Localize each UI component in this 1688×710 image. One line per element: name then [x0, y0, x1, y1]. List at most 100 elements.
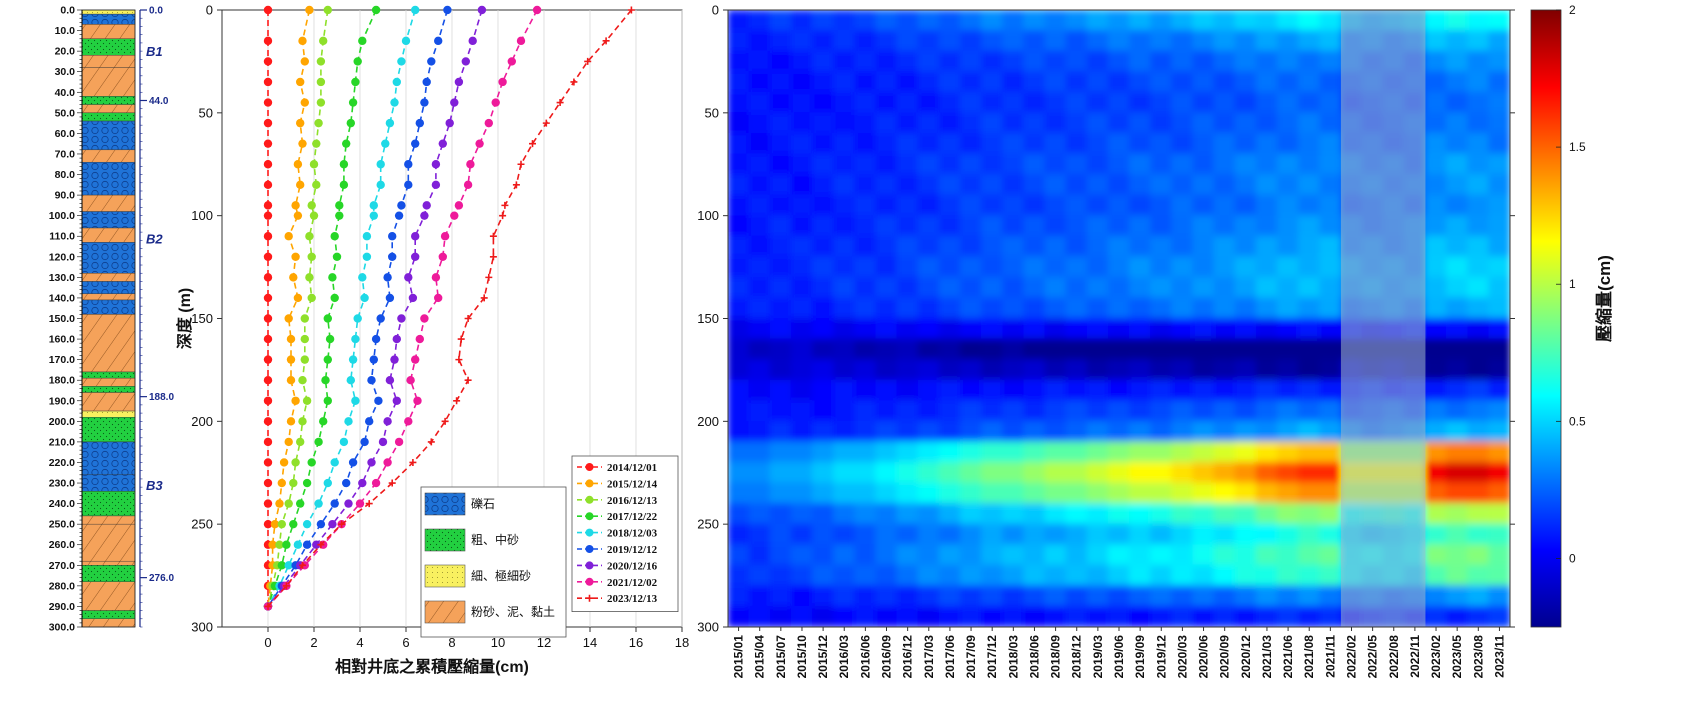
heatmap-cell: [1002, 461, 1025, 484]
heatmap-cell: [728, 461, 750, 484]
heatmap-cell: [938, 215, 961, 237]
heatmap-cell: [1467, 338, 1490, 361]
profile-data-point: [293, 160, 303, 169]
heatmap-cell: [728, 174, 750, 196]
heatmap-cell: [1298, 50, 1321, 73]
profile-data-point: [323, 5, 332, 15]
profile-data-point: [411, 252, 420, 261]
heatmap-cell: [1298, 482, 1321, 505]
heatmap-cell: [1086, 379, 1109, 402]
heatmap-cell: [1065, 297, 1088, 319]
heatmap-cell: [728, 297, 750, 319]
heatmap-cell: [1446, 523, 1469, 546]
profile-data-point: [284, 437, 293, 447]
heatmap-cell: [1086, 605, 1109, 627]
heatmap-cell: [896, 235, 919, 258]
profile-data-point: [312, 180, 321, 190]
heatmap-cell: [917, 564, 940, 587]
heatmap-cell: [748, 153, 771, 176]
heatmap-cell: [938, 235, 961, 258]
heatmap-cell: [1488, 441, 1510, 463]
heatmap-cell: [854, 544, 877, 566]
heatmap-cell: [1150, 318, 1173, 340]
heatmap-cell: [959, 503, 983, 525]
profile-y-axis-title: 深度 (m): [175, 288, 194, 349]
heatmap-cell: [1065, 359, 1088, 381]
profile-y-tick-label: 150: [191, 311, 213, 326]
heatmap-cell: [1298, 174, 1321, 196]
heatmap-cell: [1319, 235, 1342, 258]
heatmap-cell: [1065, 174, 1088, 196]
heatmap-cell: [1467, 400, 1490, 422]
heatmap-cell: [1150, 50, 1173, 73]
heatmap-cell: [1086, 194, 1109, 217]
heatmap-x-tick-label: 2018/03: [1006, 635, 1020, 679]
heatmap-cell: [1044, 153, 1067, 176]
profile-data-point: [367, 458, 376, 467]
heatmap-cell: [938, 461, 961, 484]
heatmap-cell: [1213, 30, 1236, 52]
heatmap-cell: [1234, 379, 1257, 402]
profile-data-point: [330, 499, 339, 508]
heatmap-cell: [812, 132, 835, 155]
heatmap-cell: [812, 10, 835, 32]
heatmap-cell: [1234, 91, 1257, 114]
lithology-legend-label: 礫石: [471, 496, 495, 511]
heatmap-cell: [1023, 379, 1046, 402]
heatmap-cell: [917, 153, 940, 176]
profile-data-point: [263, 519, 273, 529]
heatmap-cell: [748, 544, 771, 566]
profile-data-point: [438, 139, 447, 148]
profile-data-point: [289, 478, 298, 488]
profile-data-point: [351, 334, 360, 344]
profile-data-point: [351, 77, 360, 87]
profile-data-point: [264, 602, 272, 610]
profile-data-point: [409, 458, 417, 466]
heatmap-cell: [1467, 174, 1490, 196]
heatmap-cell: [1298, 379, 1321, 402]
profile-data-point: [344, 499, 353, 508]
heatmap-cell: [1107, 50, 1131, 73]
heatmap-cell: [938, 153, 961, 176]
heatmap-cell: [1213, 297, 1236, 319]
profile-data-point: [397, 201, 406, 210]
heatmap-cell: [812, 30, 835, 52]
profile-data-point: [397, 57, 406, 66]
profile-data-point: [286, 355, 296, 364]
heatmap-cell: [1213, 215, 1236, 237]
heatmap-cell: [833, 194, 856, 217]
heatmap-cell: [1277, 50, 1300, 73]
profile-data-point: [371, 478, 381, 488]
heatmap-x-tick-label: 2023/11: [1492, 635, 1506, 678]
heatmap-cell: [748, 564, 771, 587]
heatmap-cell: [1234, 174, 1257, 196]
heatmap-cell: [1192, 318, 1215, 340]
profile-data-point: [284, 499, 293, 508]
heatmap-cell: [1065, 91, 1088, 114]
heatmap-cell: [1065, 50, 1088, 73]
profile-data-point: [485, 273, 493, 281]
heatmap-cell: [1446, 71, 1469, 93]
heatmap-cell: [875, 318, 898, 340]
heatmap-cell: [1213, 112, 1236, 134]
heatmap-cell: [1044, 585, 1067, 607]
strat-depth-label: 240.0: [49, 498, 75, 510]
heatmap-cell: [875, 112, 898, 134]
profile-data-point: [307, 293, 316, 303]
heatmap-cell: [1002, 112, 1025, 134]
profile-data-point: [263, 98, 273, 107]
heatmap-cell: [1488, 605, 1510, 627]
heatmap-cell: [1234, 30, 1257, 52]
heatmap-cell: [790, 50, 814, 73]
strat-depth-label: 50.0: [55, 107, 76, 119]
heatmap-cell: [1065, 71, 1088, 93]
profile-data-point: [275, 499, 284, 508]
strat-layer-silt_clay: [81, 273, 136, 282]
heatmap-cell: [981, 132, 1004, 155]
profile-data-point: [434, 293, 443, 303]
profile-data-point: [300, 98, 309, 107]
heatmap-cell: [1446, 318, 1469, 340]
heatmap-cell: [1023, 503, 1046, 525]
heatmap-cell: [959, 153, 983, 176]
